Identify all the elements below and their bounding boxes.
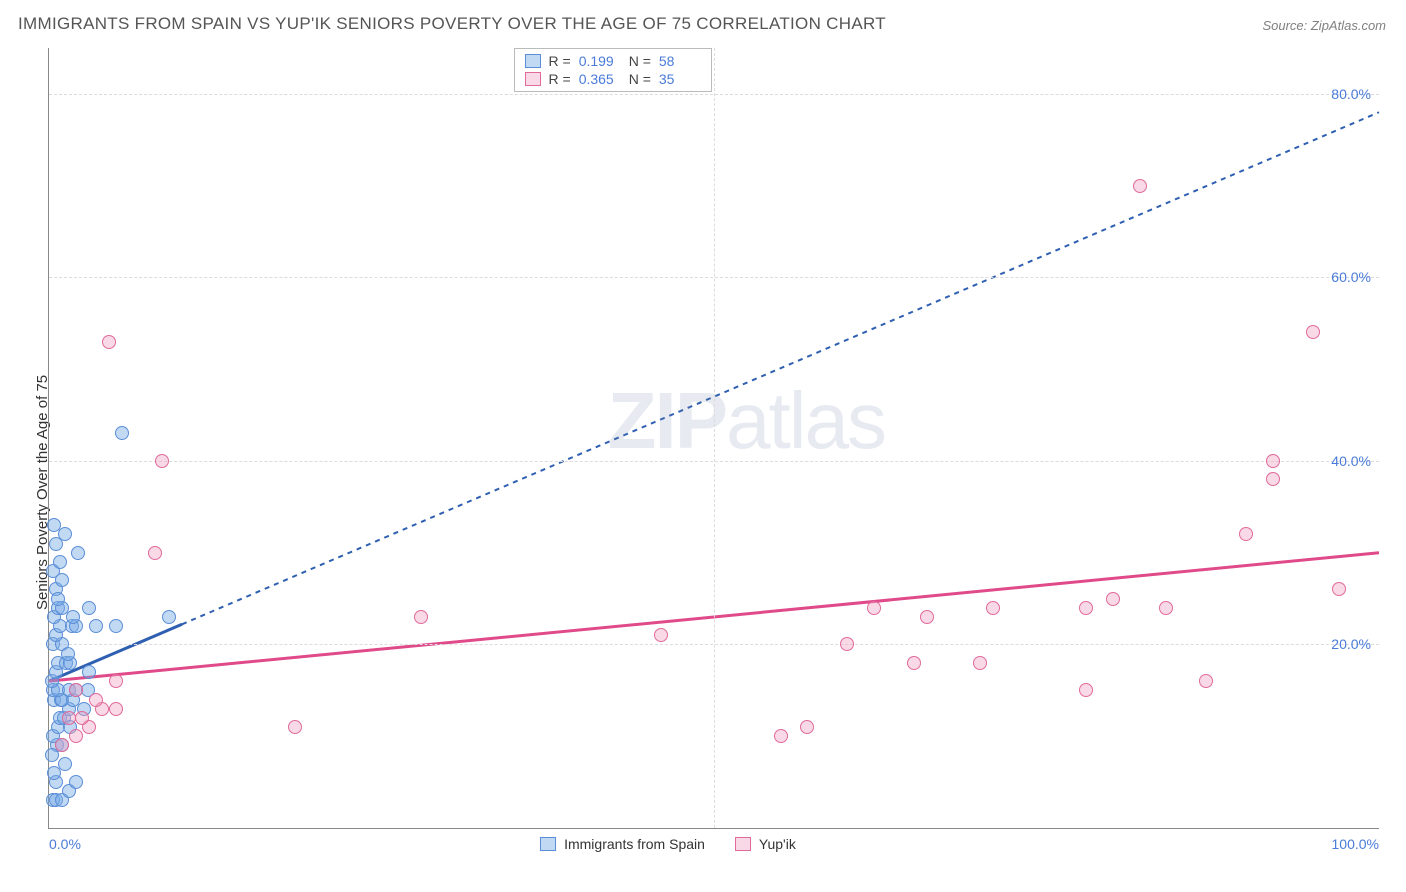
legend-n-value: 58 <box>659 53 701 69</box>
data-point <box>288 720 302 734</box>
y-tick-label: 60.0% <box>1331 269 1371 285</box>
data-point <box>62 711 76 725</box>
legend-swatch <box>540 837 556 851</box>
legend-n-label: N = <box>629 53 651 69</box>
data-point <box>148 546 162 560</box>
legend-n-label: N = <box>629 71 651 87</box>
data-point <box>1133 179 1147 193</box>
legend-swatch <box>525 54 541 68</box>
data-point <box>155 454 169 468</box>
data-point <box>66 610 80 624</box>
data-point <box>82 601 96 615</box>
data-point <box>89 619 103 633</box>
data-point <box>1306 325 1320 339</box>
legend-stats: R = 0.199 N = 58 R = 0.365 N = 35 <box>514 48 712 92</box>
data-point <box>1079 601 1093 615</box>
data-point <box>654 628 668 642</box>
data-point <box>69 729 83 743</box>
data-point <box>920 610 934 624</box>
data-point <box>1106 592 1120 606</box>
x-tick-label: 0.0% <box>49 836 81 852</box>
data-point <box>58 757 72 771</box>
chart-title: IMMIGRANTS FROM SPAIN VS YUP'IK SENIORS … <box>18 14 886 34</box>
data-point <box>51 592 65 606</box>
data-point <box>1159 601 1173 615</box>
data-point <box>58 527 72 541</box>
data-point <box>867 601 881 615</box>
data-point <box>82 665 96 679</box>
data-point <box>840 637 854 651</box>
watermark: ZIPatlas <box>608 375 885 467</box>
legend-swatch <box>735 837 751 851</box>
data-point <box>47 518 61 532</box>
y-tick-label: 40.0% <box>1331 453 1371 469</box>
data-point <box>907 656 921 670</box>
legend-series-item: Immigrants from Spain <box>540 836 705 852</box>
chart-container: IMMIGRANTS FROM SPAIN VS YUP'IK SENIORS … <box>0 0 1406 892</box>
legend-n-value: 35 <box>659 71 701 87</box>
legend-stat-row: R = 0.365 N = 35 <box>525 71 701 87</box>
data-point <box>61 647 75 661</box>
data-point <box>162 610 176 624</box>
legend-r-value: 0.365 <box>579 71 621 87</box>
legend-series-label: Yup'ik <box>759 836 796 852</box>
legend-r-label: R = <box>549 53 571 69</box>
data-point <box>115 426 129 440</box>
data-point <box>774 729 788 743</box>
source-label: Source: ZipAtlas.com <box>1262 18 1386 33</box>
legend-stat-row: R = 0.199 N = 58 <box>525 53 701 69</box>
y-tick-label: 20.0% <box>1331 636 1371 652</box>
data-point <box>109 702 123 716</box>
data-point <box>1199 674 1213 688</box>
y-tick-label: 80.0% <box>1331 86 1371 102</box>
data-point <box>102 335 116 349</box>
legend-swatch <box>525 72 541 86</box>
legend-series: Immigrants from Spain Yup'ik <box>540 836 796 852</box>
data-point <box>75 711 89 725</box>
data-point <box>109 619 123 633</box>
data-point <box>89 693 103 707</box>
data-point <box>1332 582 1346 596</box>
legend-series-label: Immigrants from Spain <box>564 836 705 852</box>
data-point <box>1266 454 1280 468</box>
data-point <box>1079 683 1093 697</box>
data-point <box>71 546 85 560</box>
data-point <box>1239 527 1253 541</box>
data-point <box>69 683 83 697</box>
data-point <box>414 610 428 624</box>
legend-series-item: Yup'ik <box>735 836 796 852</box>
data-point <box>55 738 69 752</box>
legend-r-value: 0.199 <box>579 53 621 69</box>
data-point <box>69 775 83 789</box>
grid-line-v <box>714 48 715 828</box>
data-point <box>800 720 814 734</box>
data-point <box>973 656 987 670</box>
x-tick-label: 100.0% <box>1332 836 1379 852</box>
data-point <box>1266 472 1280 486</box>
legend-r-label: R = <box>549 71 571 87</box>
data-point <box>986 601 1000 615</box>
plot-area: ZIPatlas 20.0%40.0%60.0%80.0%0.0%100.0% <box>48 48 1379 829</box>
data-point <box>109 674 123 688</box>
data-point <box>53 555 67 569</box>
